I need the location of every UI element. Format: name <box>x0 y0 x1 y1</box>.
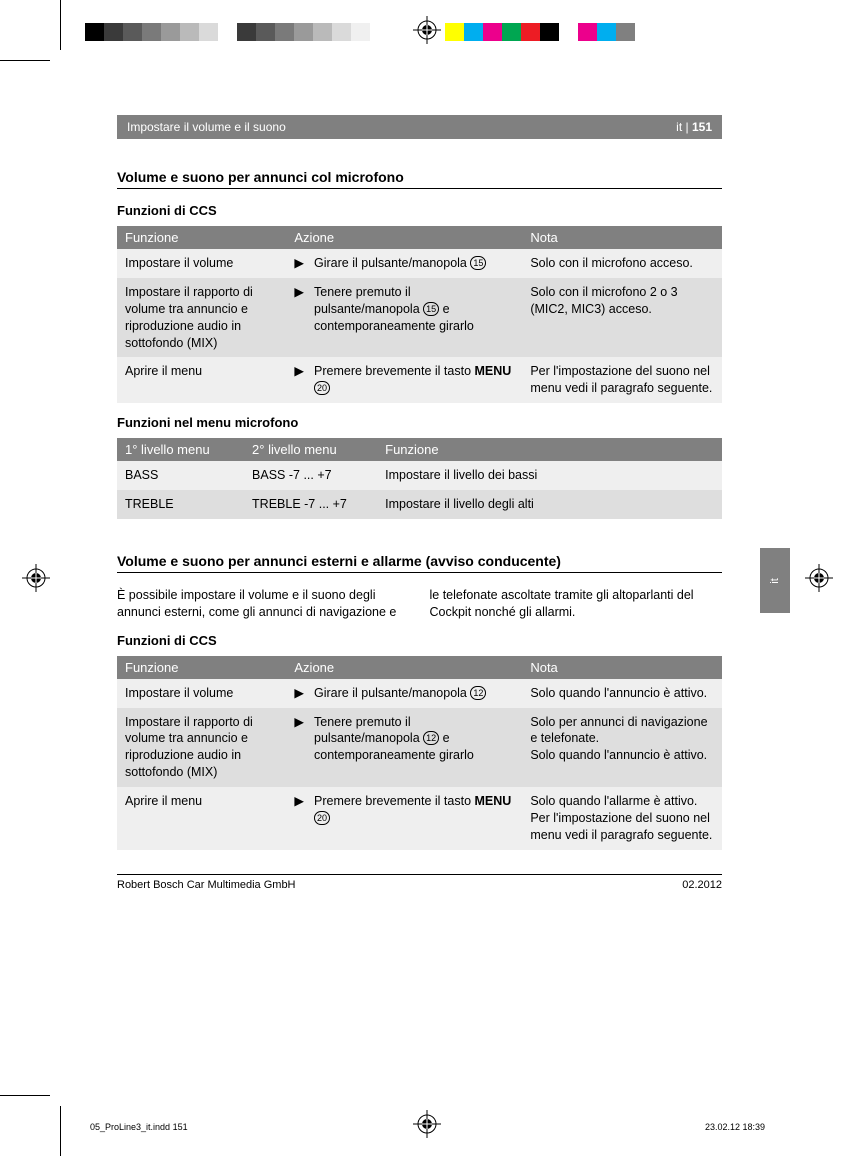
function-cell: Impostare il rapporto di volume tra annu… <box>117 278 286 358</box>
note-cell: Solo quando l'annuncio è attivo. <box>522 679 722 708</box>
table-row: Aprire il menu▶ Premere brevemente il tas… <box>117 357 722 403</box>
triangle-icon: ▶ <box>294 714 304 765</box>
ccs-functions-table-2: Funzione Azione Nota Impostare il volume… <box>117 656 722 850</box>
function-cell: Impostare il volume <box>117 249 286 278</box>
action-text: Tenere premuto il pulsante/manopola 12 e… <box>314 714 514 765</box>
table-row: BASSBASS -7 ... +7Impostare il livello d… <box>117 461 722 490</box>
crop-mark <box>60 1106 61 1156</box>
action-cell: ▶Tenere premuto il pulsante/manopola 15 … <box>286 278 522 358</box>
function-cell: Aprire il menu <box>117 787 286 850</box>
note-cell: Solo quando l'allarme è attivo. Per l'im… <box>522 787 722 850</box>
table-header: 2° livello menu <box>244 438 377 461</box>
action-text: Girare il pulsante/mano­pola 15 <box>314 255 486 272</box>
action-cell: ▶ Girare il pulsante/mano­pola 12 <box>286 679 522 708</box>
subsection-heading: Funzioni nel menu microfono <box>117 415 722 430</box>
table-header: Funzione <box>377 438 722 461</box>
indesign-slug: 05_ProLine3_it.indd 151 23.02.12 18:39 <box>90 1122 765 1132</box>
indd-file: 05_ProLine3_it.indd 151 <box>90 1122 188 1132</box>
action-text: Girare il pulsante/mano­pola 12 <box>314 685 486 702</box>
triangle-icon: ▶ <box>294 255 304 272</box>
registration-mark <box>22 564 50 592</box>
reference-number: 12 <box>470 686 486 700</box>
action-cell: ▶ Premere brevemente il tasto MENU 20 <box>286 357 522 403</box>
cell: Impostare il livello dei bassi <box>377 461 722 490</box>
table-header: Funzione <box>117 656 286 679</box>
note-cell: Per l'impostazione del suono nel menu ve… <box>522 357 722 403</box>
action-text: Premere brevemente il tasto MENU 20 <box>314 793 514 827</box>
crop-mark <box>60 0 61 50</box>
table-row: Impostare il volume ▶ Girare il pulsante/m… <box>117 679 722 708</box>
subsection-heading: Funzioni di CCS <box>117 633 722 648</box>
triangle-icon: ▶ <box>294 284 304 335</box>
table-header: Nota <box>522 226 722 249</box>
reference-number: 20 <box>314 811 330 825</box>
action-text: Tenere premuto il pulsante/manopola 15 e… <box>314 284 514 335</box>
triangle-icon: ▶ <box>294 363 304 397</box>
footer-date: 02.2012 <box>682 879 722 891</box>
crop-mark <box>0 1095 50 1096</box>
action-cell: ▶ Girare il pulsante/mano­pola 15 <box>286 249 522 278</box>
cell: Impostare il livello degli alti <box>377 490 722 519</box>
cell: BASS <box>117 461 244 490</box>
function-cell: Aprire il menu <box>117 357 286 403</box>
cell: BASS -7 ... +7 <box>244 461 377 490</box>
action-cell: ▶ Premere brevemente il tasto MENU 20 <box>286 787 522 850</box>
table-row: Impostare il volume ▶ Girare il pulsante/m… <box>117 249 722 278</box>
table-header: Funzione <box>117 226 286 249</box>
footer-company: Robert Bosch Car Multimedia GmbH <box>117 879 296 891</box>
section-heading: Volume e suono per annunci esterni e all… <box>117 553 722 573</box>
action-text: Premere brevemente il tasto MENU 20 <box>314 363 514 397</box>
header-page: it | 151 <box>676 120 712 134</box>
reference-number: 15 <box>470 256 486 270</box>
cell: TREBLE -7 ... +7 <box>244 490 377 519</box>
triangle-icon: ▶ <box>294 685 304 702</box>
registration-mark <box>805 564 833 592</box>
color-bar <box>85 23 635 41</box>
table-header: 1° livello menu <box>117 438 244 461</box>
intro-paragraph: È possibile impostare il volume e il suo… <box>117 587 722 621</box>
page-header-bar: Impostare il volume e il suono it | 151 <box>117 115 722 139</box>
table-header: Nota <box>522 656 722 679</box>
subsection-heading: Funzioni di CCS <box>117 203 722 218</box>
note-cell: Solo per annunci di naviga­zione e telef… <box>522 708 722 788</box>
header-title: Impostare il volume e il suono <box>127 120 286 134</box>
cell: TREBLE <box>117 490 244 519</box>
table-header: Azione <box>286 226 522 249</box>
triangle-icon: ▶ <box>294 793 304 827</box>
table-row: Aprire il menu▶ Premere brevemente il tas… <box>117 787 722 850</box>
table-row: Impostare il rapporto di volume tra annu… <box>117 708 722 788</box>
function-cell: Impostare il rapporto di volume tra annu… <box>117 708 286 788</box>
function-cell: Impostare il volume <box>117 679 286 708</box>
table-header: Azione <box>286 656 522 679</box>
note-cell: Solo con il microfono acceso. <box>522 249 722 278</box>
reference-number: 12 <box>423 731 439 745</box>
page-footer: Robert Bosch Car Multimedia GmbH 02.2012 <box>117 874 722 891</box>
crop-mark <box>0 60 50 61</box>
table-row: TREBLETREBLE -7 ... +7Impostare il livel… <box>117 490 722 519</box>
table-row: Impostare il rapporto di volume tra annu… <box>117 278 722 358</box>
indd-timestamp: 23.02.12 18:39 <box>705 1122 765 1132</box>
action-cell: ▶Tenere premuto il pulsante/manopola 12 … <box>286 708 522 788</box>
section-heading: Volume e suono per annunci col microfono <box>117 169 722 189</box>
page-content: Impostare il volume e il suono it | 151 … <box>117 115 722 891</box>
note-cell: Solo con il microfono 2 o 3 (MIC2, MIC3)… <box>522 278 722 358</box>
reference-number: 15 <box>423 302 439 316</box>
language-tab: it <box>760 548 790 613</box>
ccs-functions-table: Funzione Azione Nota Impostare il volume… <box>117 226 722 403</box>
reference-number: 20 <box>314 381 330 395</box>
mic-menu-table: 1° livello menu 2° livello menu Funzione… <box>117 438 722 519</box>
